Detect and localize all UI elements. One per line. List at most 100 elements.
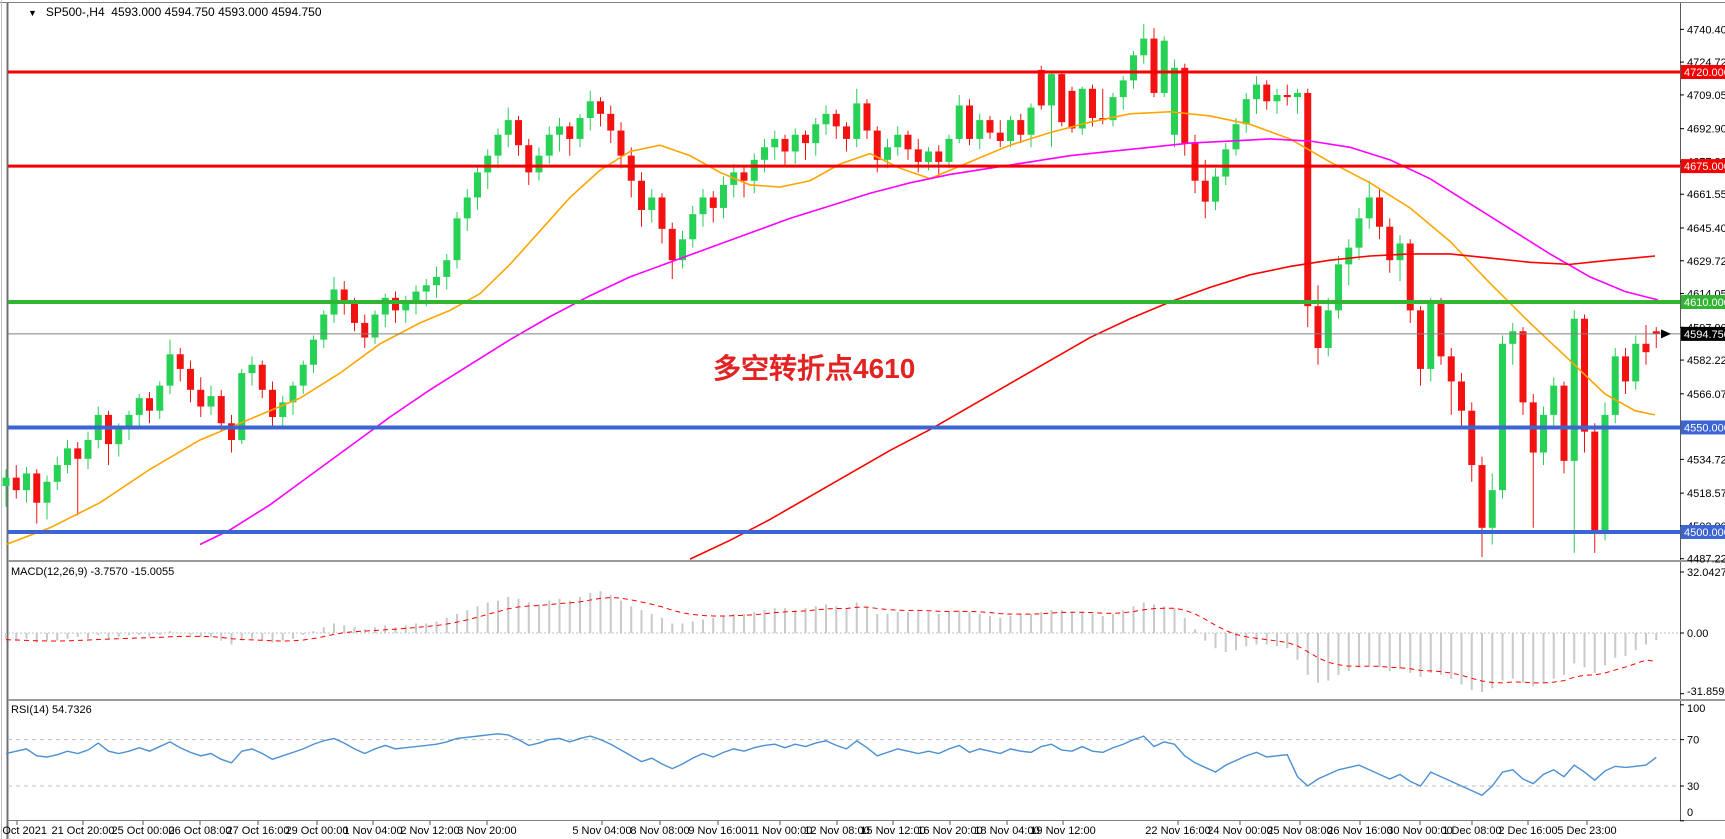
candle-body xyxy=(1150,38,1158,93)
macd-indicator-label: MACD(12,26,9) -3.7570 -15.0055 xyxy=(11,566,175,578)
time-tick-label: 30 Nov 00:00 xyxy=(1387,825,1452,837)
price-level-badge xyxy=(1681,65,1725,80)
candle-body xyxy=(463,197,471,219)
candle-body xyxy=(1652,331,1660,334)
candle-body xyxy=(433,276,440,286)
candle-body xyxy=(720,184,727,208)
candle-body xyxy=(1427,302,1435,369)
candle-body xyxy=(1242,99,1250,125)
candle-body xyxy=(474,172,481,198)
candle-body xyxy=(310,339,317,365)
candle-body xyxy=(935,151,943,162)
candle-body xyxy=(1417,310,1424,369)
candle-body xyxy=(873,130,881,160)
ma-fast-orange xyxy=(5,110,1656,546)
candle-body xyxy=(566,126,574,139)
price-tick-label: 4534.725 xyxy=(1687,454,1725,466)
time-tick-label: 22 Nov 16:00 xyxy=(1145,825,1210,837)
candle-body xyxy=(914,149,922,162)
candle-body xyxy=(228,423,235,440)
candle-body xyxy=(1468,410,1476,466)
time-tick-label: 19 Nov 12:00 xyxy=(1030,825,1095,837)
candle-body xyxy=(1078,88,1086,129)
candle-body xyxy=(822,113,830,125)
price-tick-label: 4740.400 xyxy=(1687,24,1725,36)
candle-body xyxy=(1642,343,1650,353)
candle-body xyxy=(832,113,840,127)
price-axis[interactable] xyxy=(1681,3,1725,820)
time-tick-label: 2 Nov 12:00 xyxy=(400,825,459,837)
price-level-badge xyxy=(1681,159,1725,174)
candle-body xyxy=(135,398,143,415)
candle-body xyxy=(586,101,594,119)
candle-body xyxy=(74,448,82,459)
candle-body xyxy=(1437,302,1445,357)
dropdown-arrow-icon[interactable]: ▼ xyxy=(28,8,37,18)
candle-body xyxy=(525,145,533,173)
candle-body xyxy=(443,260,451,277)
candle-body xyxy=(1068,90,1076,129)
candle-body xyxy=(1253,84,1260,100)
macd-tick-label: -31.8592 xyxy=(1687,686,1725,698)
macd-panel[interactable] xyxy=(9,565,1680,699)
candle-body xyxy=(802,134,809,144)
candle-body xyxy=(402,302,410,311)
candle-body xyxy=(1540,414,1547,453)
candle-body xyxy=(1140,38,1148,56)
candle-body xyxy=(422,285,430,292)
candle-body xyxy=(125,414,133,428)
rsi-panel[interactable] xyxy=(9,703,1680,820)
candle-body xyxy=(1345,247,1353,265)
candle-body xyxy=(1089,88,1096,119)
candle-body xyxy=(576,118,584,139)
price-tick-label: 4487.225 xyxy=(1687,554,1725,566)
price-level-badge-label: 4594.750 xyxy=(1684,329,1725,341)
candle-body xyxy=(197,389,205,407)
macd-tick-label: 0.00 xyxy=(1687,628,1708,640)
annotation-text: 多空转折点4610 xyxy=(713,353,916,384)
candle-body xyxy=(791,134,799,152)
last-price-arrow-icon xyxy=(1661,329,1671,339)
candle-body xyxy=(679,239,686,261)
candle-body xyxy=(904,134,912,150)
candle-body xyxy=(1273,95,1281,102)
candle-body xyxy=(289,385,297,403)
time-tick-label: 8 Nov 08:00 xyxy=(630,825,689,837)
candle-body xyxy=(843,126,850,139)
candle-body xyxy=(1191,143,1199,181)
candle-body xyxy=(689,214,697,240)
candle-body xyxy=(1622,356,1629,382)
candle-body xyxy=(484,155,492,173)
candle-body xyxy=(1109,97,1117,121)
rsi-tick-label: 70 xyxy=(1687,735,1699,747)
candle-body xyxy=(648,197,656,211)
main-chart-plot-area[interactable] xyxy=(9,3,1680,560)
time-axis[interactable] xyxy=(9,820,1680,839)
candle-body xyxy=(1171,67,1178,135)
candle-body xyxy=(494,134,502,156)
candle-body xyxy=(33,473,41,503)
candle-body xyxy=(217,396,225,424)
candle-body xyxy=(1591,431,1599,532)
time-tick-label: 27 Oct 16:00 xyxy=(227,825,290,837)
candle-body xyxy=(996,132,1004,142)
candle-body xyxy=(1447,356,1455,382)
candle-body xyxy=(371,314,379,338)
candle-body xyxy=(1119,80,1127,98)
candle-body xyxy=(761,147,768,160)
time-tick-label: 20 Oct 2021 xyxy=(0,825,47,837)
candle-body xyxy=(638,180,645,211)
time-tick-label: 26 Nov 16:00 xyxy=(1327,825,1392,837)
candle-body xyxy=(320,314,328,340)
candle-body xyxy=(258,364,266,390)
candle-body xyxy=(627,155,635,181)
candle-body xyxy=(156,385,164,411)
time-tick-label: 5 Nov 04:00 xyxy=(572,825,631,837)
candle-body xyxy=(64,448,71,466)
time-tick-label: 12 Nov 08:00 xyxy=(804,825,869,837)
price-level-badge-label: 4550.000 xyxy=(1684,422,1725,434)
price-tick-label: 4629.725 xyxy=(1687,256,1725,268)
candle-body xyxy=(1611,356,1619,415)
candle-body xyxy=(279,402,287,417)
